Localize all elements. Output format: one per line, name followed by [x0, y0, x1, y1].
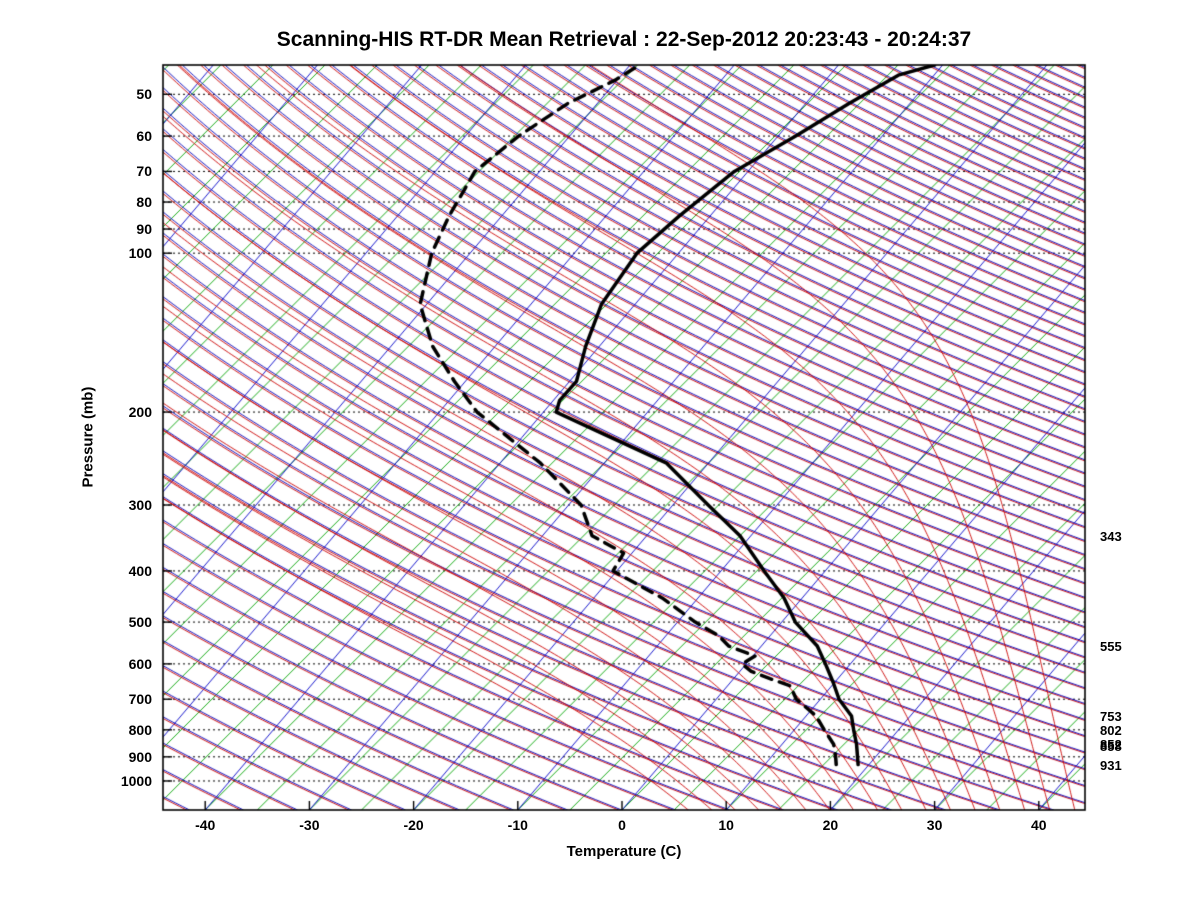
level-pressure-label: 343 [1100, 528, 1122, 544]
temperature-tick-label: 20 [822, 817, 839, 833]
pressure-tick-label: 300 [128, 497, 152, 513]
pressure-tick-label: 900 [128, 748, 152, 765]
temperature-tick-label: -10 [507, 817, 528, 833]
level-pressure-label: 858 [1100, 738, 1122, 754]
pressure-tick-label: 700 [128, 691, 152, 708]
x-axis-label: Temperature (C) [566, 843, 682, 860]
temperature-tick-label: -20 [403, 817, 424, 833]
pressure-tick-label: 70 [136, 163, 152, 180]
temperature-tick-label: -30 [299, 817, 320, 833]
pressure-tick-label: 200 [128, 404, 152, 421]
pressure-tick-label: 1000 [120, 772, 152, 789]
temperature-tick-label: 40 [1031, 817, 1047, 833]
y-axis-label: Pressure (mb) [79, 386, 97, 488]
level-pressure-label: 852 [1100, 737, 1122, 753]
pressure-tick-label: 60 [136, 128, 152, 145]
temperature-tick-label: 30 [926, 817, 943, 833]
pressure-tick-label: 50 [136, 86, 152, 103]
pressure-tick-label: 500 [128, 614, 152, 631]
pressure-tick-label: 600 [128, 655, 152, 672]
pressure-tick-label: 800 [128, 721, 152, 738]
pressure-tick-label: 400 [128, 562, 152, 579]
plot-title: Scanning-HIS RT-DR Mean Retrieval : 22-S… [276, 28, 972, 51]
temperature-tick-label: -40 [195, 817, 216, 833]
temperature-tick-label: 10 [718, 817, 734, 833]
pressure-tick-label: 80 [136, 194, 152, 211]
level-pressure-label: 555 [1100, 639, 1122, 654]
level-pressure-label: 802 [1100, 723, 1122, 739]
temperature-tick-label: 0 [618, 817, 626, 833]
pressure-tick-label: 90 [136, 221, 152, 238]
pressure-tick-label: 100 [128, 245, 152, 262]
level-pressure-label: 753 [1100, 708, 1122, 724]
level-pressure-label: 931 [1100, 757, 1122, 773]
